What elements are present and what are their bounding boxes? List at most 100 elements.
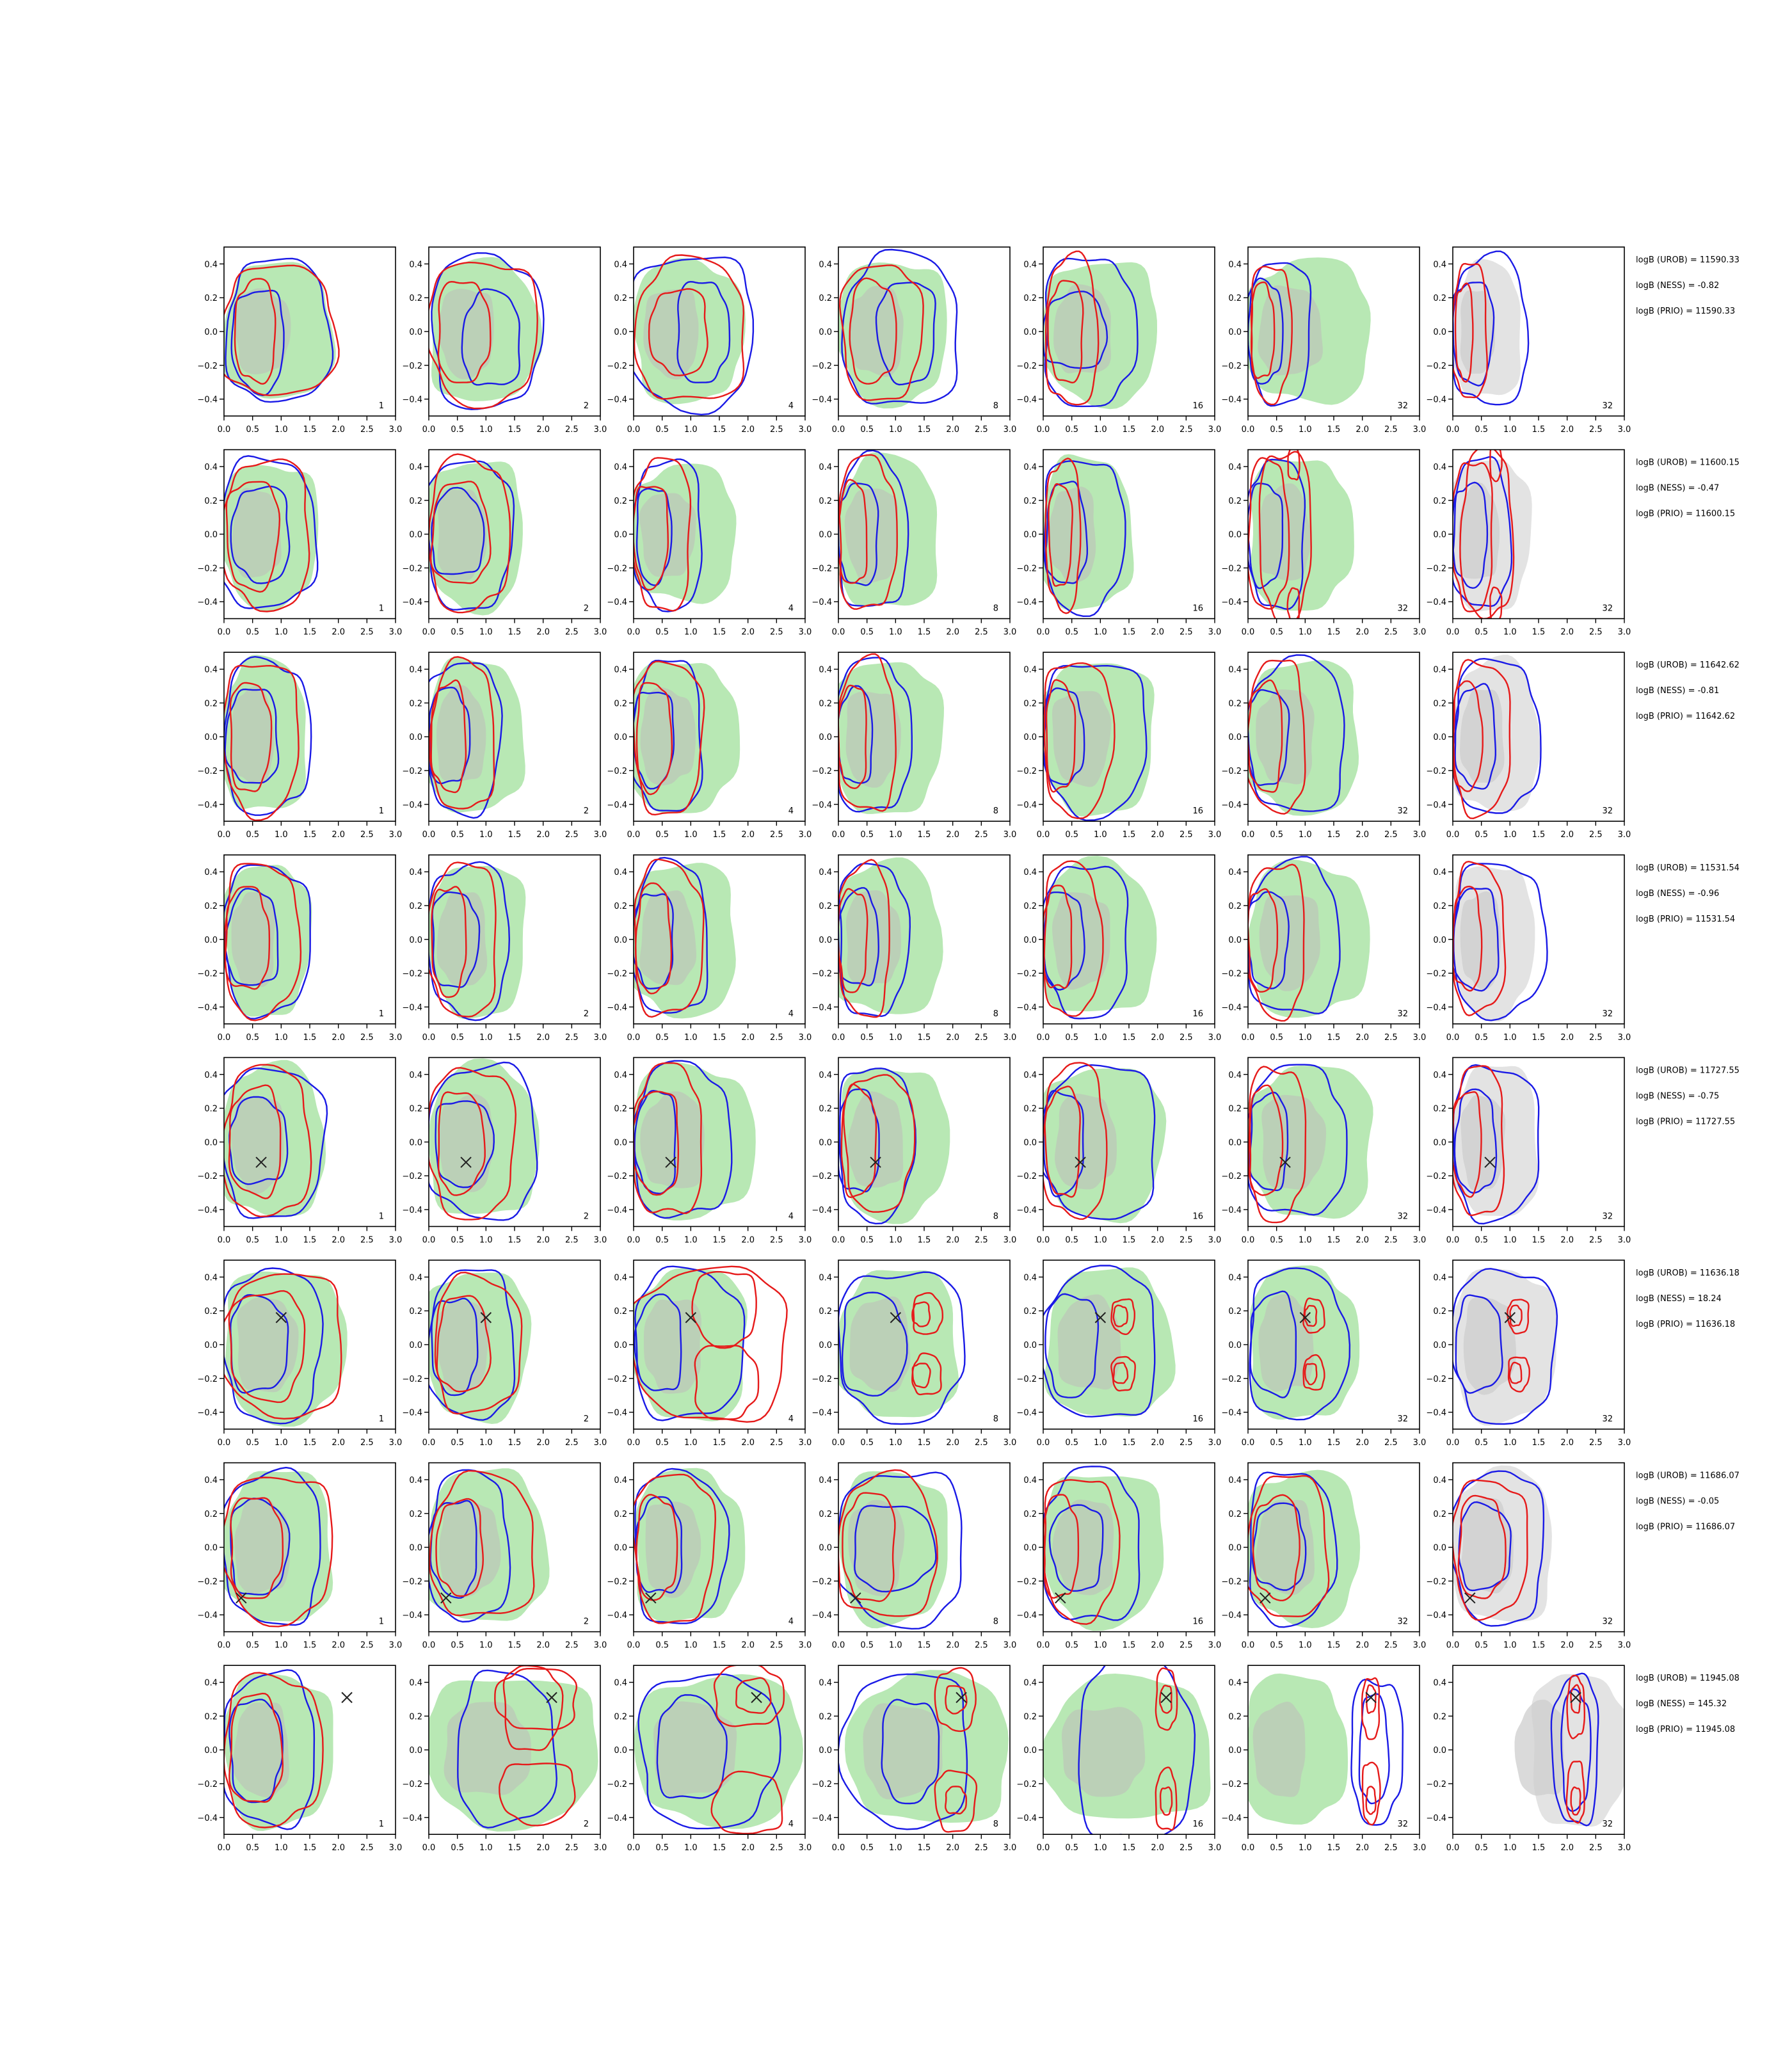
x-tick-label: 0.0 [1446,830,1460,840]
subplot-plot-area [429,656,525,819]
y-tick-label: −0.4 [812,1003,832,1012]
x-tick-label: 2.5 [1180,1438,1193,1448]
logb-stat-text: logB (NESS) = -0.81 [1636,686,1719,696]
y-tick-label: 0.4 [819,1071,832,1080]
y-tick-label: −0.4 [812,1814,832,1823]
red-contour-line [691,1270,757,1349]
x-tick-label: 3.0 [594,425,607,435]
x-tick-label: 1.0 [479,1033,493,1043]
subplot: 0.0 0.5 1.0 1.5 2.0 2.5 3.0 0.4 0.2 0.0 −0.2 −0.4 16 [1016,449,1221,637]
x-tick-label: 2.5 [360,1843,374,1853]
x-tick-label: 0.0 [1242,830,1255,840]
x-tick-label: 2.0 [332,628,345,637]
subplot-plot-area [634,254,755,416]
red-contour-line [429,261,538,410]
red-contour-line [1459,449,1515,619]
x-tick-label: 1.0 [275,628,288,637]
x-tick-label: 3.0 [1413,1033,1427,1043]
blue-contour-line [1248,654,1345,812]
x-tick-label: 1.5 [303,425,317,435]
x-tick-label: 0.0 [832,830,845,840]
y-tick-label: 0.2 [614,1105,627,1114]
y-tick-label: 0.0 [1433,1138,1446,1148]
panel-label: 16 [1192,401,1203,411]
panel-label: 2 [584,1212,589,1221]
x-tick-label: 2.5 [1384,1641,1398,1651]
true-value-marker [1260,1592,1271,1604]
x-tick-label: 3.0 [1618,1033,1631,1043]
subplot-plot-area [224,1669,333,1831]
panel-label: 32 [1397,1414,1408,1424]
true-value-marker [1484,1156,1496,1168]
y-tick-label: 0.0 [614,328,627,337]
x-tick-label: 0.0 [1446,1033,1460,1043]
y-tick-label: 0.0 [204,936,218,945]
x-tick-label: 2.5 [565,830,579,840]
x-tick-label: 0.0 [1037,1235,1050,1245]
x-tick-label: 2.5 [1589,1438,1603,1448]
y-tick-label: −0.4 [607,396,627,405]
subplot: 0.0 0.5 1.0 1.5 2.0 2.5 3.0 0.4 0.2 0.0 −0.2 −0.4 32 [1221,1462,1426,1651]
x-tick-label: 2.0 [332,1843,345,1853]
blue-contour-line [634,256,755,416]
y-tick-label: 0.4 [409,463,422,472]
x-tick-label: 1.5 [1532,1033,1546,1043]
logb-stat-text: logB (NESS) = 145.32 [1636,1699,1727,1709]
subplot-plot-area [429,1468,550,1623]
x-tick-label: 3.0 [1618,1235,1631,1245]
x-tick-label: 1.0 [684,1033,698,1043]
subplot-plot-area [634,1060,756,1220]
y-tick-label: 0.2 [1433,902,1446,911]
true-value-marker [1464,1592,1476,1604]
subplot-plot-area [1248,257,1371,407]
red-contour-line [1159,1684,1172,1714]
red-contour-line [1489,586,1503,619]
x-tick-label: 0.0 [832,425,845,435]
x-tick-label: 0.0 [422,1235,436,1245]
y-tick-label: −0.4 [1221,1611,1242,1620]
red-contour-line [634,486,669,591]
y-tick-label: −0.2 [197,564,218,573]
x-tick-label: 0.0 [422,1438,436,1448]
x-tick-label: 3.0 [389,1641,403,1651]
y-tick-label: 0.4 [1228,1476,1242,1485]
y-tick-label: −0.2 [607,1375,627,1384]
red-contour-line [1453,262,1489,399]
y-tick-label: −0.2 [1221,767,1242,776]
x-tick-label: 0.5 [246,1843,259,1853]
x-tick-label: 1.5 [1327,830,1341,840]
y-tick-label: 0.4 [614,868,627,877]
y-tick-label: 0.4 [1023,1679,1037,1688]
y-tick-label: −0.4 [1016,598,1037,607]
subplot: 0.0 0.5 1.0 1.5 2.0 2.5 3.0 0.4 0.2 0.0 −0.2 −0.4 32 [1221,652,1426,840]
x-tick-label: 2.5 [770,830,783,840]
y-tick-label: −0.4 [1426,598,1446,607]
x-tick-label: 1.0 [1503,1235,1517,1245]
x-tick-label: 1.0 [1094,1438,1107,1448]
x-tick-label: 0.0 [218,1641,231,1651]
y-tick-label: 0.0 [819,1138,832,1148]
x-tick-label: 1.5 [1532,830,1546,840]
blue-contour-line [429,1469,511,1623]
x-tick-label: 3.0 [1413,425,1427,435]
y-tick-label: 0.2 [1228,902,1242,911]
x-tick-label: 0.0 [1242,425,1255,435]
x-tick-label: 3.0 [1413,628,1427,637]
y-tick-label: 0.4 [1433,1071,1446,1080]
subplot: 0.0 0.5 1.0 1.5 2.0 2.5 3.0 0.4 0.2 0.0 −0.2 −0.4 32 [1426,246,1631,435]
x-tick-label: 1.0 [684,830,698,840]
red-contour-line [838,859,890,1018]
x-tick-label: 1.5 [713,1033,726,1043]
subplot-plot-area [1248,1673,1404,1826]
y-tick-label: 0.4 [1228,1273,1242,1283]
y-tick-label: 0.4 [1433,868,1446,877]
subplot-plot-area [1043,250,1157,410]
blue-contour-line [854,1505,937,1593]
x-tick-label: 0.5 [1065,628,1078,637]
panel-label: 2 [584,1009,589,1019]
panel-label: 1 [379,806,384,816]
panel-label: 4 [788,1414,794,1424]
x-tick-label: 1.5 [508,628,522,637]
x-tick-label: 3.0 [1004,1843,1017,1853]
panel-label: 4 [788,1212,794,1221]
